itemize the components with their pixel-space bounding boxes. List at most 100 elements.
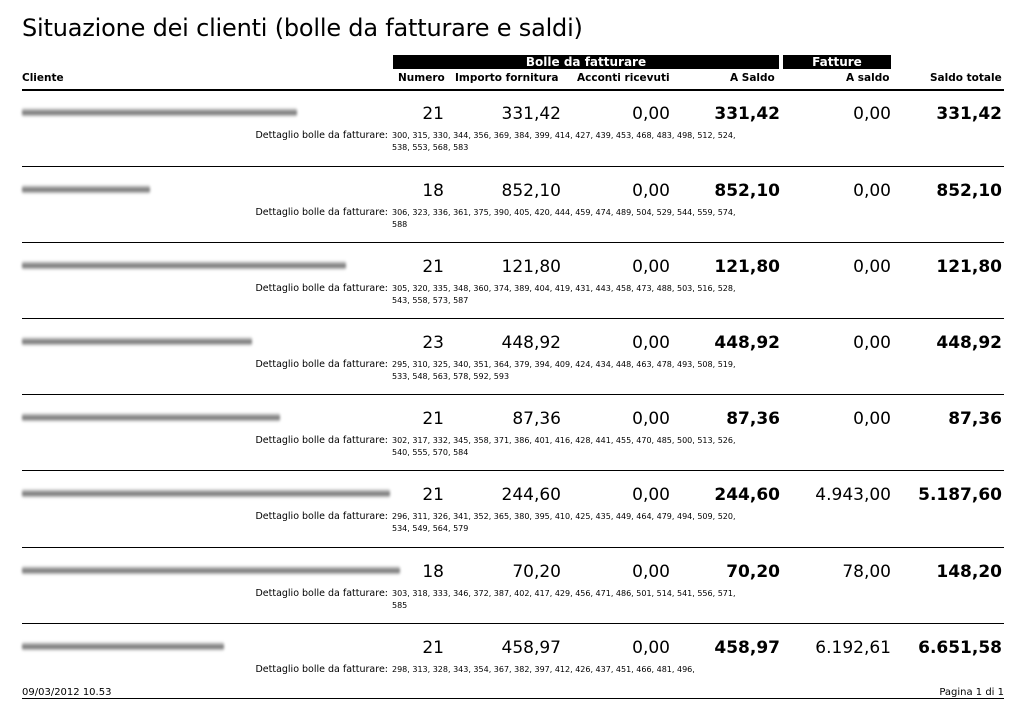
detail-list: 300, 315, 330, 344, 356, 369, 384, 399, … bbox=[392, 131, 736, 152]
cell-acconti: 0,00 bbox=[632, 562, 670, 582]
cell-numero: 21 bbox=[422, 257, 444, 277]
col-header-numero: Numero bbox=[398, 72, 445, 84]
row-separator bbox=[22, 166, 1004, 167]
row-separator bbox=[22, 394, 1004, 395]
cell-saldo-totale: 87,36 bbox=[948, 409, 1002, 429]
cell-acconti: 0,00 bbox=[632, 638, 670, 658]
client-name-redacted bbox=[22, 185, 150, 194]
detail-list: 295, 310, 325, 340, 351, 364, 379, 394, … bbox=[392, 360, 736, 381]
client-name-redacted bbox=[22, 108, 297, 117]
table-row: 18 852,10 0,00 852,10 0,00 852,10 Dettaglio bo… bbox=[0, 177, 1024, 251]
report-title: Situazione dei clienti (bolle da fattura… bbox=[22, 14, 583, 42]
table-row: 21 87,36 0,00 87,36 0,00 87,36 Dettaglio bolle… bbox=[0, 405, 1024, 479]
cell-a-saldo: 70,20 bbox=[726, 562, 780, 582]
cell-a-saldo: 448,92 bbox=[714, 333, 780, 353]
table-row: 21 331,42 0,00 331,42 0,00 331,42 Dettaglio bo… bbox=[0, 100, 1024, 174]
cell-fatture-a-saldo: 4.943,00 bbox=[815, 485, 891, 505]
client-name-redacted bbox=[22, 489, 390, 498]
cell-importo: 331,42 bbox=[501, 104, 561, 124]
cell-importo: 70,20 bbox=[512, 562, 561, 582]
cell-numero: 18 bbox=[422, 562, 444, 582]
client-name-redacted bbox=[22, 413, 280, 422]
row-separator bbox=[22, 547, 1004, 548]
cell-importo: 87,36 bbox=[512, 409, 561, 429]
detail-list: 303, 318, 333, 346, 372, 387, 402, 417, … bbox=[392, 589, 736, 610]
col-header-saldo-totale: Saldo totale bbox=[930, 72, 1002, 84]
cell-acconti: 0,00 bbox=[632, 485, 670, 505]
row-separator bbox=[22, 242, 1004, 243]
client-name-redacted bbox=[22, 642, 224, 651]
row-separator bbox=[22, 623, 1004, 624]
client-name-redacted bbox=[22, 566, 400, 575]
cell-importo: 448,92 bbox=[501, 333, 561, 353]
detail-list: 298, 313, 328, 343, 354, 367, 382, 397, … bbox=[392, 665, 695, 674]
footer-rule bbox=[22, 698, 1004, 699]
cell-numero: 23 bbox=[422, 333, 444, 353]
cell-saldo-totale: 852,10 bbox=[936, 181, 1002, 201]
cell-saldo-totale: 5.187,60 bbox=[918, 485, 1002, 505]
footer-timestamp: 09/03/2012 10.53 bbox=[22, 687, 112, 698]
cell-fatture-a-saldo: 78,00 bbox=[842, 562, 891, 582]
detail-list: 296, 311, 326, 341, 352, 365, 380, 395, … bbox=[392, 512, 736, 533]
detail-label: Dettaglio bolle da fatturare: bbox=[255, 359, 388, 370]
col-header-cliente: Cliente bbox=[22, 72, 64, 84]
cell-acconti: 0,00 bbox=[632, 257, 670, 277]
cell-numero: 21 bbox=[422, 104, 444, 124]
detail-label: Dettaglio bolle da fatturare: bbox=[255, 207, 388, 218]
cell-a-saldo: 244,60 bbox=[714, 485, 780, 505]
row-separator bbox=[22, 318, 1004, 319]
table-row: 23 448,92 0,00 448,92 0,00 448,92 Dettaglio bo… bbox=[0, 329, 1024, 403]
cell-a-saldo: 87,36 bbox=[726, 409, 780, 429]
cell-fatture-a-saldo: 0,00 bbox=[853, 181, 891, 201]
table-row: 21 121,80 0,00 121,80 0,00 121,80 Dettaglio bo… bbox=[0, 253, 1024, 327]
group-header-fatture: Fatture bbox=[783, 55, 891, 69]
header-rule bbox=[22, 89, 1004, 91]
cell-a-saldo: 331,42 bbox=[714, 104, 780, 124]
col-header-a-saldo-bolle: A Saldo bbox=[730, 72, 775, 84]
cell-numero: 21 bbox=[422, 485, 444, 505]
cell-importo: 244,60 bbox=[501, 485, 561, 505]
cell-importo: 121,80 bbox=[501, 257, 561, 277]
detail-label: Dettaglio bolle da fatturare: bbox=[255, 588, 388, 599]
detail-list: 306, 323, 336, 361, 375, 390, 405, 420, … bbox=[392, 208, 736, 229]
detail-list: 305, 320, 335, 348, 360, 374, 389, 404, … bbox=[392, 284, 736, 305]
cell-acconti: 0,00 bbox=[632, 104, 670, 124]
cell-numero: 21 bbox=[422, 638, 444, 658]
cell-acconti: 0,00 bbox=[632, 333, 670, 353]
cell-fatture-a-saldo: 0,00 bbox=[853, 104, 891, 124]
table-row: 21 244,60 0,00 244,60 4.943,00 5.187,60 Dettag… bbox=[0, 481, 1024, 555]
cell-fatture-a-saldo: 0,00 bbox=[853, 333, 891, 353]
cell-numero: 21 bbox=[422, 409, 444, 429]
col-header-acconti: Acconti ricevuti bbox=[577, 72, 670, 84]
table-row: 18 70,20 0,00 70,20 78,00 148,20 Dettaglio bol… bbox=[0, 558, 1024, 632]
table-row: 21 458,97 0,00 458,97 6.192,61 6.651,58 Dettag… bbox=[0, 634, 1024, 708]
group-header-bolle: Bolle da fatturare bbox=[393, 55, 779, 69]
cell-acconti: 0,00 bbox=[632, 181, 670, 201]
detail-label: Dettaglio bolle da fatturare: bbox=[255, 130, 388, 141]
cell-numero: 18 bbox=[422, 181, 444, 201]
col-header-importo: Importo fornitura bbox=[455, 72, 559, 84]
detail-label: Dettaglio bolle da fatturare: bbox=[255, 664, 388, 675]
client-name-redacted bbox=[22, 261, 346, 270]
cell-a-saldo: 121,80 bbox=[714, 257, 780, 277]
cell-saldo-totale: 121,80 bbox=[936, 257, 1002, 277]
cell-saldo-totale: 448,92 bbox=[936, 333, 1002, 353]
cell-acconti: 0,00 bbox=[632, 409, 670, 429]
client-name-redacted bbox=[22, 337, 252, 346]
detail-label: Dettaglio bolle da fatturare: bbox=[255, 435, 388, 446]
cell-a-saldo: 458,97 bbox=[714, 638, 780, 658]
cell-saldo-totale: 6.651,58 bbox=[918, 638, 1002, 658]
footer-page: Pagina 1 di 1 bbox=[939, 687, 1004, 698]
cell-fatture-a-saldo: 0,00 bbox=[853, 257, 891, 277]
cell-importo: 852,10 bbox=[501, 181, 561, 201]
row-separator bbox=[22, 470, 1004, 471]
cell-saldo-totale: 148,20 bbox=[936, 562, 1002, 582]
cell-fatture-a-saldo: 0,00 bbox=[853, 409, 891, 429]
col-header-a-saldo-fatture: A saldo bbox=[846, 72, 890, 84]
cell-fatture-a-saldo: 6.192,61 bbox=[815, 638, 891, 658]
detail-list: 302, 317, 332, 345, 358, 371, 386, 401, … bbox=[392, 436, 736, 457]
cell-a-saldo: 852,10 bbox=[714, 181, 780, 201]
detail-label: Dettaglio bolle da fatturare: bbox=[255, 511, 388, 522]
cell-saldo-totale: 331,42 bbox=[936, 104, 1002, 124]
cell-importo: 458,97 bbox=[501, 638, 561, 658]
